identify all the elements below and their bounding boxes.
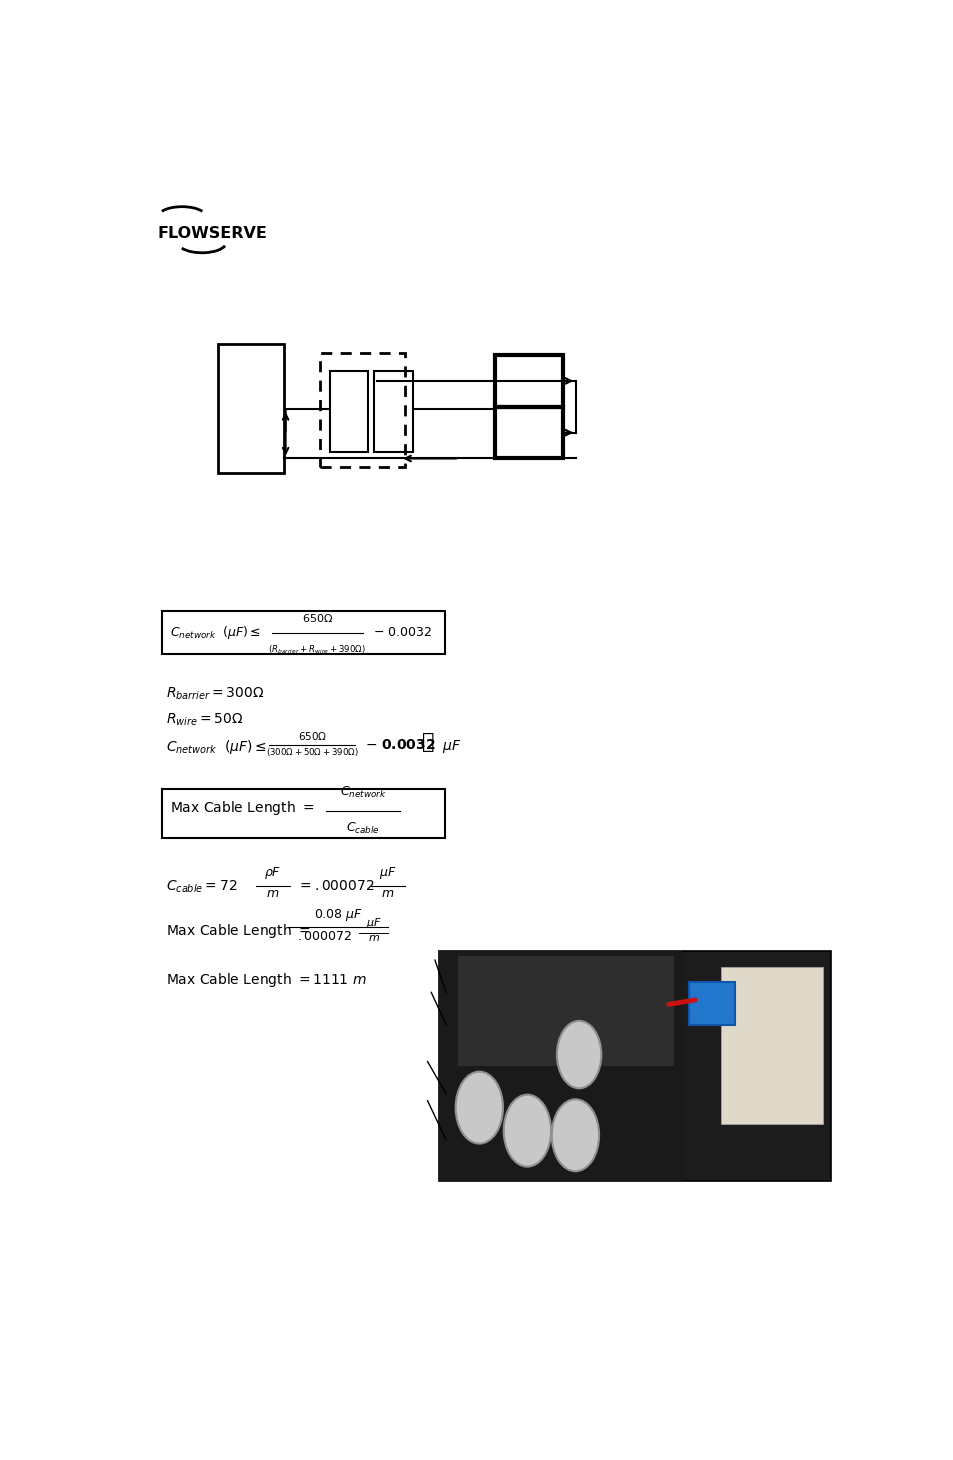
Circle shape bbox=[503, 1095, 551, 1167]
Bar bbox=[438, 950, 680, 1181]
Text: $0.08\ \mu F$: $0.08\ \mu F$ bbox=[314, 907, 362, 923]
Text: $\mu F$: $\mu F$ bbox=[365, 915, 381, 930]
Text: FLOWSERVE: FLOWSERVE bbox=[157, 226, 267, 241]
Text: $C_{cable}$: $C_{cable}$ bbox=[346, 821, 380, 835]
Bar bbox=[720, 967, 821, 1124]
Text: $= .000072$: $= .000072$ bbox=[297, 879, 375, 894]
Text: Max Cable Length $=$: Max Cable Length $=$ bbox=[166, 921, 310, 940]
Text: ⮌: ⮌ bbox=[421, 731, 435, 752]
Text: $(300\Omega+50\Omega+390\Omega)$: $(300\Omega+50\Omega+390\Omega)$ bbox=[266, 746, 358, 758]
Circle shape bbox=[557, 1021, 600, 1088]
Bar bbox=[495, 407, 562, 458]
Text: $C_{network}$  $(\mu F) \leq$: $C_{network}$ $(\mu F) \leq$ bbox=[166, 739, 267, 756]
Text: $.000072$: $.000072$ bbox=[297, 930, 352, 943]
Bar bbox=[320, 353, 405, 467]
Text: $m$: $m$ bbox=[266, 886, 279, 899]
Text: $C_{network}$: $C_{network}$ bbox=[339, 785, 386, 800]
Text: $(R_{barrier}+R_{wire}+390\Omega)$: $(R_{barrier}+R_{wire}+390\Omega)$ bbox=[268, 644, 366, 657]
Text: $m$: $m$ bbox=[367, 933, 379, 943]
Text: $C_{network}$  $(\mu F) \leq$: $C_{network}$ $(\mu F) \leq$ bbox=[170, 625, 260, 641]
Bar bbox=[438, 950, 830, 1181]
Text: $R_{barrier} = 300\Omega$: $R_{barrier} = 300\Omega$ bbox=[166, 686, 264, 702]
Bar bbox=[330, 371, 368, 451]
Text: $m$: $m$ bbox=[380, 886, 394, 899]
Bar bbox=[457, 955, 673, 1066]
Bar bbox=[162, 788, 444, 838]
Text: $- \ \mathbf{0.0032}$: $- \ \mathbf{0.0032}$ bbox=[365, 739, 436, 752]
Circle shape bbox=[551, 1099, 598, 1171]
Bar bbox=[689, 983, 735, 1025]
Text: Max Cable Length $=$: Max Cable Length $=$ bbox=[170, 799, 314, 818]
Text: $650\Omega$: $650\Omega$ bbox=[301, 612, 333, 623]
Text: $C_{cable} = 72$: $C_{cable} = 72$ bbox=[166, 879, 237, 895]
Text: $\rho F$: $\rho F$ bbox=[264, 866, 281, 882]
Text: $\mu F$: $\mu F$ bbox=[378, 866, 395, 882]
Text: $R_{wire} = 50\Omega$: $R_{wire} = 50\Omega$ bbox=[166, 711, 243, 729]
Text: Max Cable Length $= 1111\ m$: Max Cable Length $= 1111\ m$ bbox=[166, 971, 366, 988]
Circle shape bbox=[456, 1072, 502, 1143]
Bar bbox=[374, 371, 413, 451]
Bar bbox=[162, 612, 444, 654]
Text: $\mu F$: $\mu F$ bbox=[441, 739, 460, 755]
Text: $- \ 0.0032$: $- \ 0.0032$ bbox=[373, 626, 432, 639]
Bar bbox=[495, 355, 562, 407]
Text: $650\Omega$: $650\Omega$ bbox=[297, 730, 327, 742]
Bar bbox=[217, 343, 284, 473]
